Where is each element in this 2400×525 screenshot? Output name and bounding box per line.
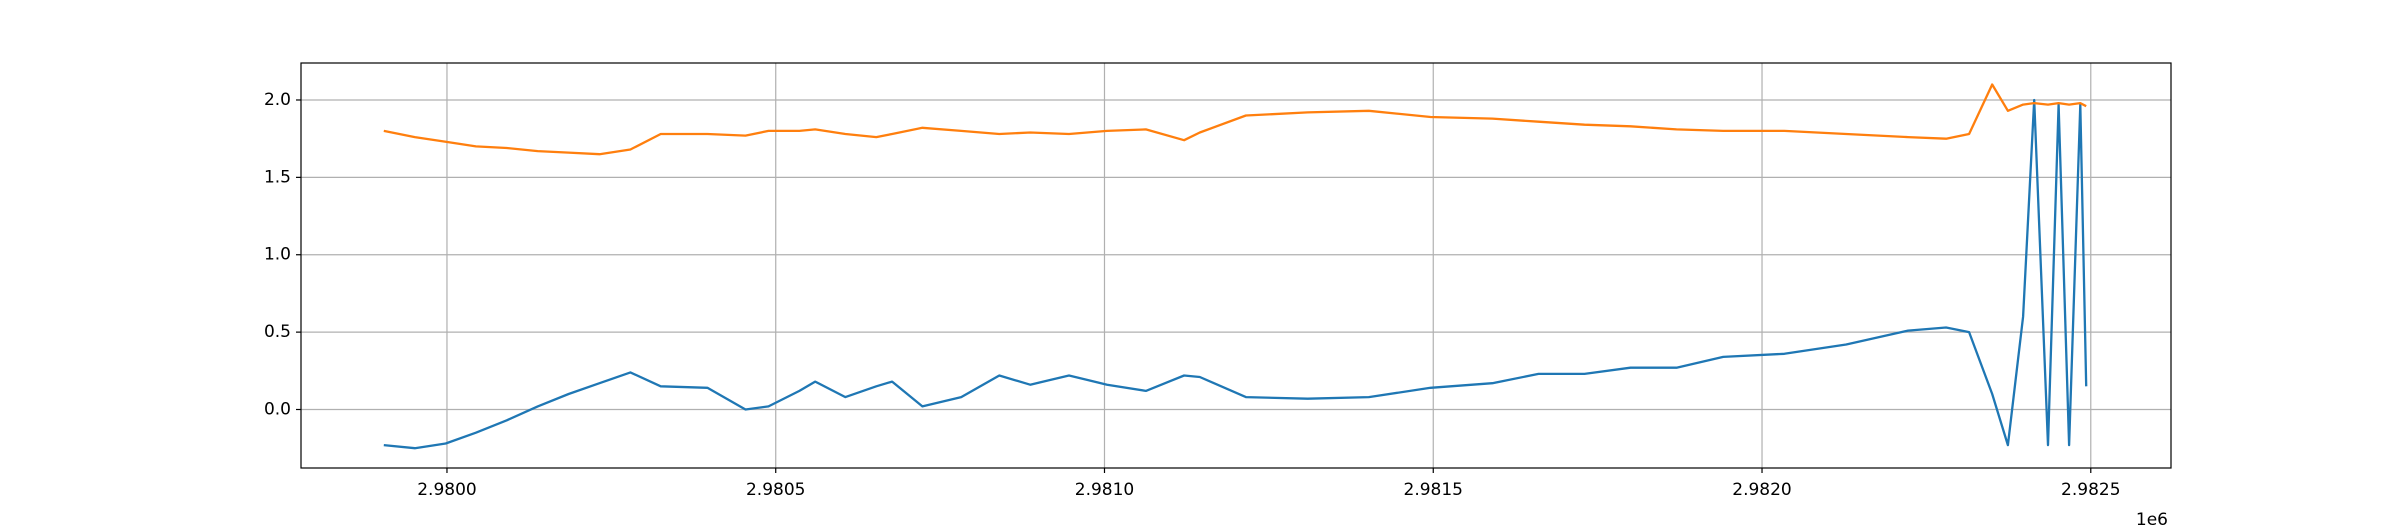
x-tick-label: 2.9820 — [1732, 480, 1791, 500]
x-tick-label: 2.9810 — [1075, 480, 1134, 500]
x-tick-label: 2.9800 — [417, 480, 476, 500]
y-tick-label: 0.5 — [264, 322, 291, 342]
line-series — [383, 98, 2088, 450]
y-tick-label: 0.0 — [264, 400, 291, 420]
line-series — [383, 83, 2087, 156]
y-tick-label: 2.0 — [264, 90, 291, 110]
y-tick-label: 1.0 — [264, 245, 291, 265]
x-offset-label: 1e6 — [2136, 510, 2168, 525]
y-tick-label: 1.5 — [264, 167, 291, 187]
x-tick-label: 2.9815 — [1404, 480, 1463, 500]
x-tick-label: 2.9805 — [746, 480, 805, 500]
x-tick-label: 2.9825 — [2061, 480, 2120, 500]
plot-frame — [300, 62, 2172, 469]
